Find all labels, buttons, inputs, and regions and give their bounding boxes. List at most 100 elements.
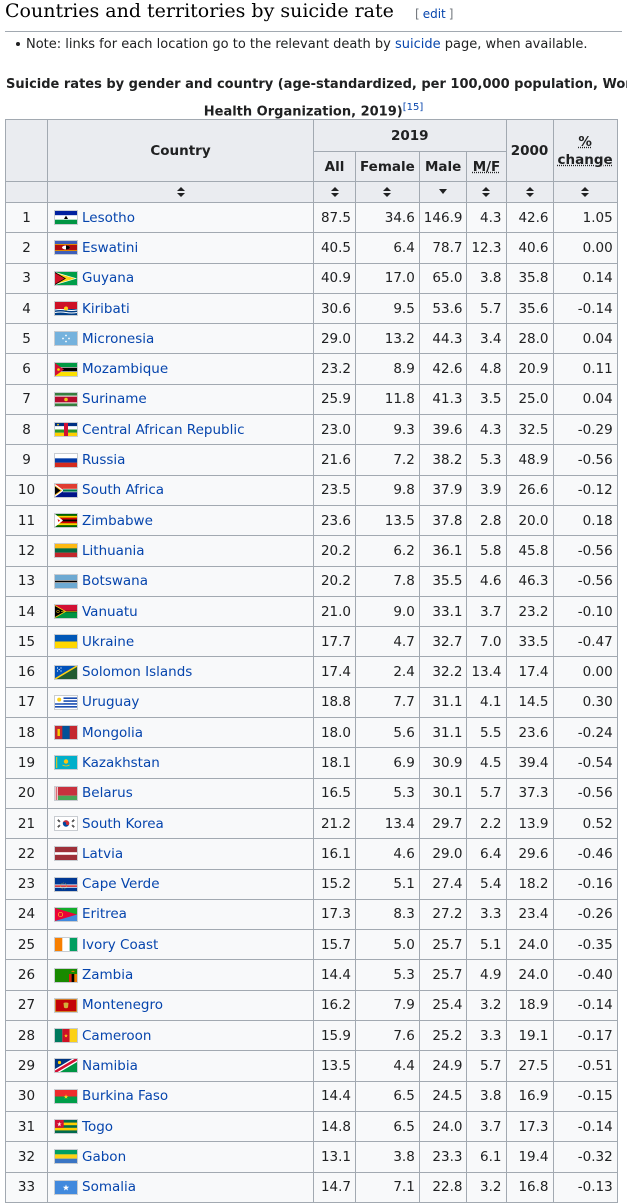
y2000-cell: 18.9 (505, 989, 554, 1022)
edit-section-link[interactable]: [edit] (415, 7, 453, 21)
country-link[interactable]: Kazakhstan (82, 754, 160, 771)
country-cell: Ivory Coast (47, 929, 314, 961)
country-link[interactable]: Cameroon (82, 1027, 152, 1044)
sort-descending-icon[interactable] (439, 189, 448, 195)
country-link[interactable]: Somalia (82, 1179, 137, 1196)
country-link[interactable]: Russia (82, 452, 126, 469)
country-link[interactable]: Eritrea (82, 906, 127, 923)
y2000-cell: 19.4 (505, 1141, 554, 1173)
sort-icon[interactable] (581, 187, 590, 197)
country-cell: Micronesia (47, 323, 314, 355)
mf-sort[interactable] (466, 181, 507, 203)
all-cell: 15.9 (313, 1020, 356, 1052)
mf-cell: 13.4 (466, 656, 507, 688)
country-link[interactable]: Togo (82, 1118, 114, 1135)
country-link[interactable]: Belarus (82, 785, 133, 802)
male-header: Male (418, 151, 468, 182)
country-link[interactable]: Zimbabwe (82, 512, 153, 529)
country-link[interactable]: Suriname (82, 391, 147, 408)
female-sort[interactable] (355, 181, 420, 203)
country-link[interactable]: Lesotho (82, 209, 135, 226)
change-cell: 0.04 (552, 323, 618, 355)
all-sort[interactable] (313, 181, 356, 203)
female-cell: 5.0 (355, 929, 420, 961)
rank-cell: 7 (5, 383, 48, 416)
country-link[interactable]: South Africa (82, 482, 165, 499)
country-link[interactable]: Botswana (82, 573, 148, 590)
all-cell: 23.6 (313, 504, 356, 537)
country-link[interactable]: Mongolia (82, 724, 144, 741)
mf-cell: 3.7 (466, 595, 507, 628)
country-link[interactable]: Vanuatu (82, 603, 138, 620)
sort-icon[interactable] (330, 187, 339, 197)
male-cell: 24.5 (418, 1080, 468, 1112)
reference-link[interactable]: [15] (402, 102, 424, 113)
country-link[interactable]: Micronesia (82, 330, 155, 347)
male-cell: 78.7 (418, 232, 468, 264)
sort-icon[interactable] (482, 187, 491, 197)
mf-cell: 6.4 (466, 838, 507, 870)
rank-cell: 9 (5, 444, 48, 476)
all-cell: 30.6 (313, 292, 356, 325)
y2000-sort[interactable] (505, 181, 554, 203)
table-row: 25 Ivory Coast 15.7 5.0 25.7 5.1 24.0 -0.35 (5, 929, 618, 961)
country-link[interactable]: Burkina Faso (82, 1088, 169, 1105)
all-cell: 23.5 (313, 474, 356, 506)
country-cell: Zambia (47, 959, 314, 991)
edit-label[interactable]: edit (422, 7, 446, 21)
male-sort[interactable] (418, 181, 468, 203)
country-sort[interactable] (47, 181, 314, 203)
country-link[interactable]: Uruguay (82, 694, 140, 711)
country-cell: Lesotho (47, 201, 314, 234)
sort-icon[interactable] (176, 187, 185, 197)
kazakhstan-flag (54, 755, 78, 771)
sort-icon[interactable] (383, 187, 392, 197)
country-link[interactable]: Latvia (82, 845, 124, 862)
y2000-cell: 35.6 (505, 292, 554, 325)
mf-cell: 5.5 (466, 717, 507, 749)
all-cell: 17.7 (313, 626, 356, 658)
country-link[interactable]: Solomon Islands (82, 664, 193, 681)
all-header: All (313, 151, 356, 182)
kiribati-flag (54, 301, 78, 317)
suicide-link[interactable]: suicide (394, 37, 441, 52)
y2000-cell: 29.6 (505, 838, 554, 870)
mf-cell: 3.5 (466, 383, 507, 416)
country-cell: Central African Republic (47, 414, 314, 446)
y2000-cell: 48.9 (505, 444, 554, 476)
change-cell: -0.54 (552, 747, 618, 779)
all-cell: 18.8 (313, 686, 356, 719)
montenegro-flag (54, 997, 78, 1013)
country-link[interactable]: Ivory Coast (82, 936, 159, 953)
zimbabwe-flag (54, 513, 78, 529)
country-link[interactable]: Cape Verde (82, 876, 160, 893)
country-link[interactable]: Central African Republic (82, 421, 245, 438)
country-link[interactable]: Zambia (82, 967, 134, 984)
country-link[interactable]: South Korea (82, 815, 164, 832)
change-sort[interactable] (552, 181, 618, 203)
country-link[interactable]: Eswatini (82, 239, 139, 256)
all-cell: 15.2 (313, 868, 356, 900)
rank-cell: 25 (5, 929, 48, 961)
country-link[interactable]: Montenegro (82, 997, 164, 1014)
ivory-coast-flag (54, 937, 78, 953)
male-cell: 41.3 (418, 383, 468, 416)
rank-cell: 13 (5, 565, 48, 597)
country-link[interactable]: Mozambique (82, 361, 169, 378)
country-link[interactable]: Namibia (82, 1057, 138, 1074)
country-link[interactable]: Ukraine (82, 633, 135, 650)
sort-icon[interactable] (525, 187, 534, 197)
country-link[interactable]: Guyana (82, 270, 135, 287)
female-cell: 17.0 (355, 262, 420, 294)
country-cell: Mozambique (47, 353, 314, 385)
country-link[interactable]: Gabon (82, 1148, 127, 1165)
caption-line-1: Suicide rates by gender and country (age… (6, 77, 627, 92)
change-cell: -0.46 (552, 838, 618, 870)
rank-cell: 18 (5, 717, 48, 749)
country-link[interactable]: Lithuania (82, 542, 145, 559)
y2000-cell: 18.2 (505, 868, 554, 900)
country-link[interactable]: Kiribati (82, 300, 130, 317)
male-cell: 27.4 (418, 868, 468, 900)
mf-cell: 5.7 (466, 777, 507, 809)
y2000-cell: 16.9 (505, 1080, 554, 1112)
